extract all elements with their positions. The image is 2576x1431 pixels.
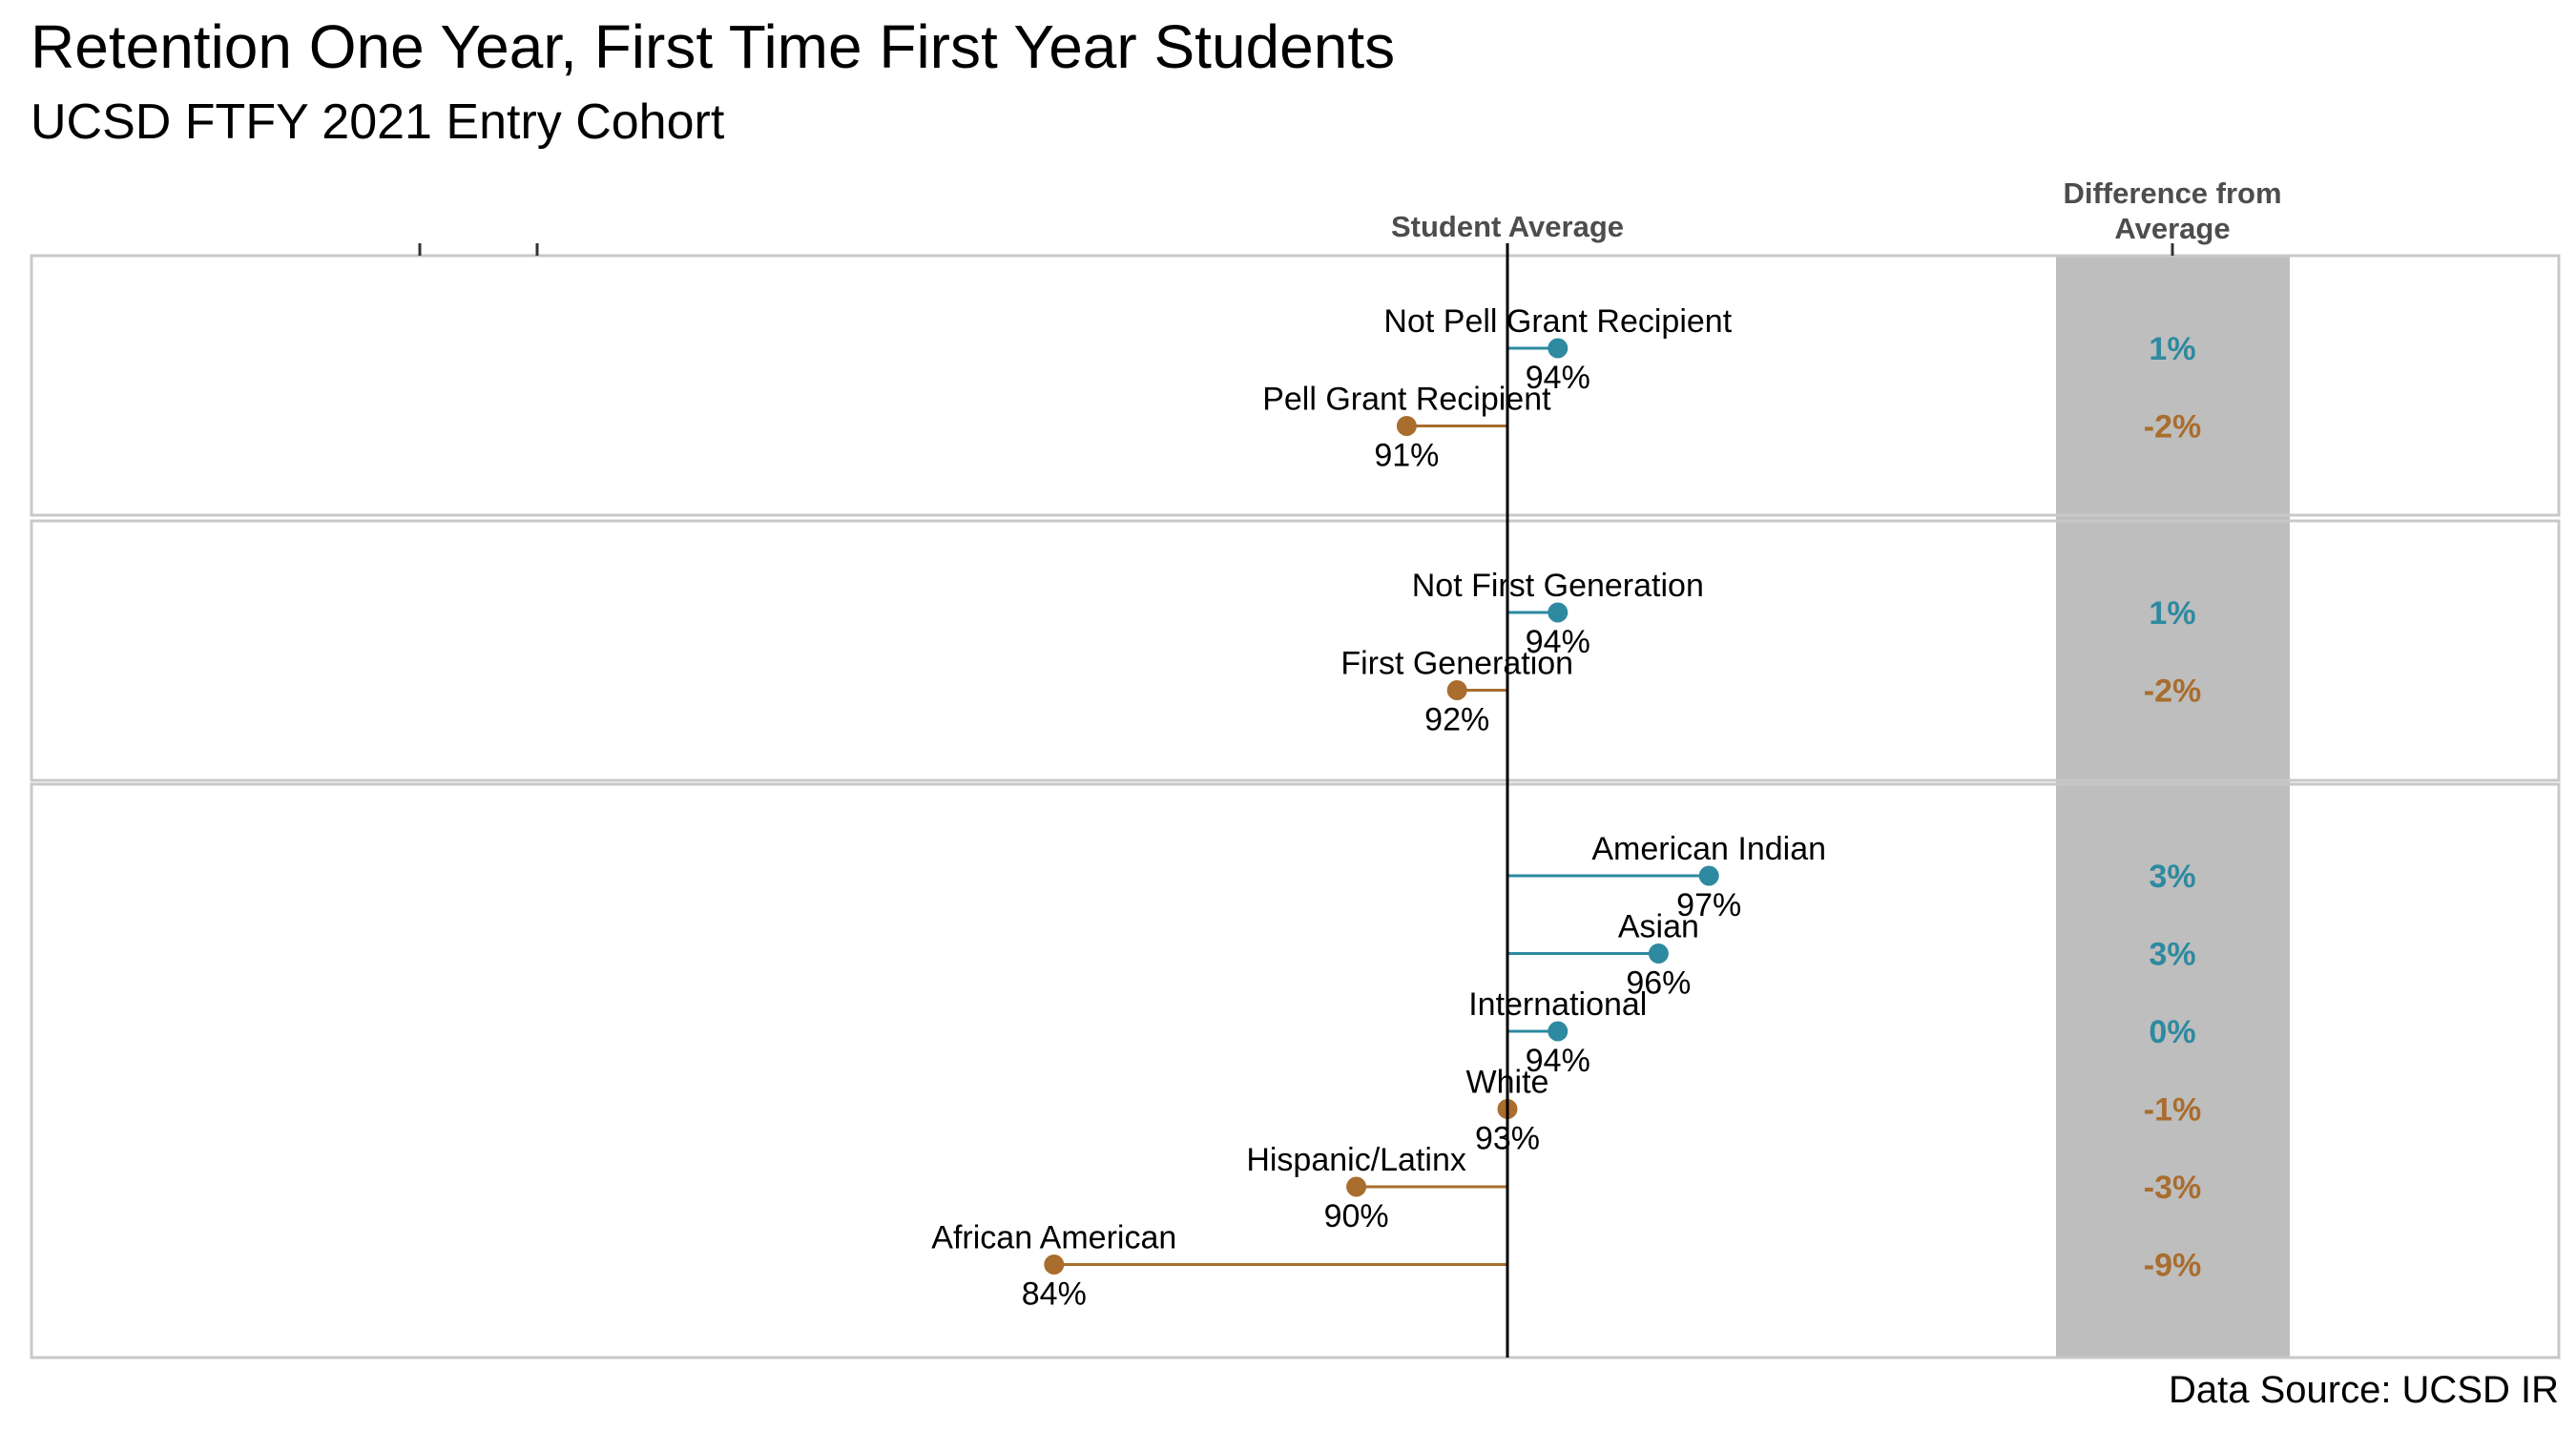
category-label: Hispanic/Latinx bbox=[1246, 1142, 1466, 1178]
value-label: 96% bbox=[1626, 965, 1691, 1002]
chart-subtitle: UCSD FTFY 2021 Entry Cohort bbox=[31, 94, 725, 150]
difference-label: -1% bbox=[2144, 1092, 2201, 1129]
difference-label: -9% bbox=[2144, 1248, 2201, 1284]
category-label: Not First Generation bbox=[1412, 568, 1704, 604]
group-frame bbox=[30, 519, 2561, 782]
category-label: Not Pell Grant Recipient bbox=[1383, 303, 1732, 340]
difference-label: -3% bbox=[2144, 1170, 2201, 1206]
data-point bbox=[1548, 1021, 1568, 1042]
difference-label: -2% bbox=[2144, 409, 2201, 446]
value-label: 94% bbox=[1526, 624, 1590, 660]
data-point bbox=[1698, 865, 1719, 886]
category-label: Pell Grant Recipient bbox=[1262, 382, 1551, 418]
category-label: International bbox=[1468, 986, 1647, 1023]
category-label: African American bbox=[931, 1220, 1176, 1256]
value-label: 94% bbox=[1526, 1043, 1590, 1079]
data-point bbox=[1396, 416, 1417, 436]
difference-label: 3% bbox=[2149, 937, 2195, 973]
difference-label: 0% bbox=[2149, 1014, 2195, 1050]
data-point bbox=[1648, 944, 1669, 964]
category-label: Asian bbox=[1618, 909, 1699, 945]
value-label: 91% bbox=[1374, 438, 1439, 474]
reference-label: Student Average bbox=[1391, 210, 1624, 243]
data-point bbox=[1346, 1176, 1367, 1197]
value-label: 97% bbox=[1676, 887, 1741, 923]
difference-label: 1% bbox=[2149, 595, 2195, 632]
group-frame bbox=[30, 782, 2561, 1359]
data-point bbox=[1446, 680, 1467, 700]
difference-label: -2% bbox=[2144, 674, 2201, 710]
data-point bbox=[1548, 338, 1568, 359]
data-point bbox=[1044, 1255, 1065, 1275]
category-label: First Generation bbox=[1340, 646, 1573, 682]
data-source-note: Data Source: UCSD IR bbox=[2168, 1369, 2559, 1411]
value-label: 94% bbox=[1526, 360, 1590, 396]
category-label: American Indian bbox=[1591, 831, 1826, 867]
value-label: 90% bbox=[1324, 1198, 1389, 1234]
chart-title: Retention One Year, First Time First Yea… bbox=[31, 12, 1396, 81]
difference-header-line1: Difference from bbox=[2063, 176, 2281, 210]
group-frame bbox=[30, 254, 2561, 517]
difference-panel bbox=[2056, 256, 2290, 1358]
difference-label: 1% bbox=[2149, 331, 2195, 367]
data-point bbox=[1548, 602, 1568, 623]
difference-label: 3% bbox=[2149, 859, 2195, 895]
value-label: 92% bbox=[1424, 702, 1489, 738]
difference-header-line2: Average bbox=[2114, 212, 2230, 245]
value-label: 84% bbox=[1022, 1276, 1087, 1313]
